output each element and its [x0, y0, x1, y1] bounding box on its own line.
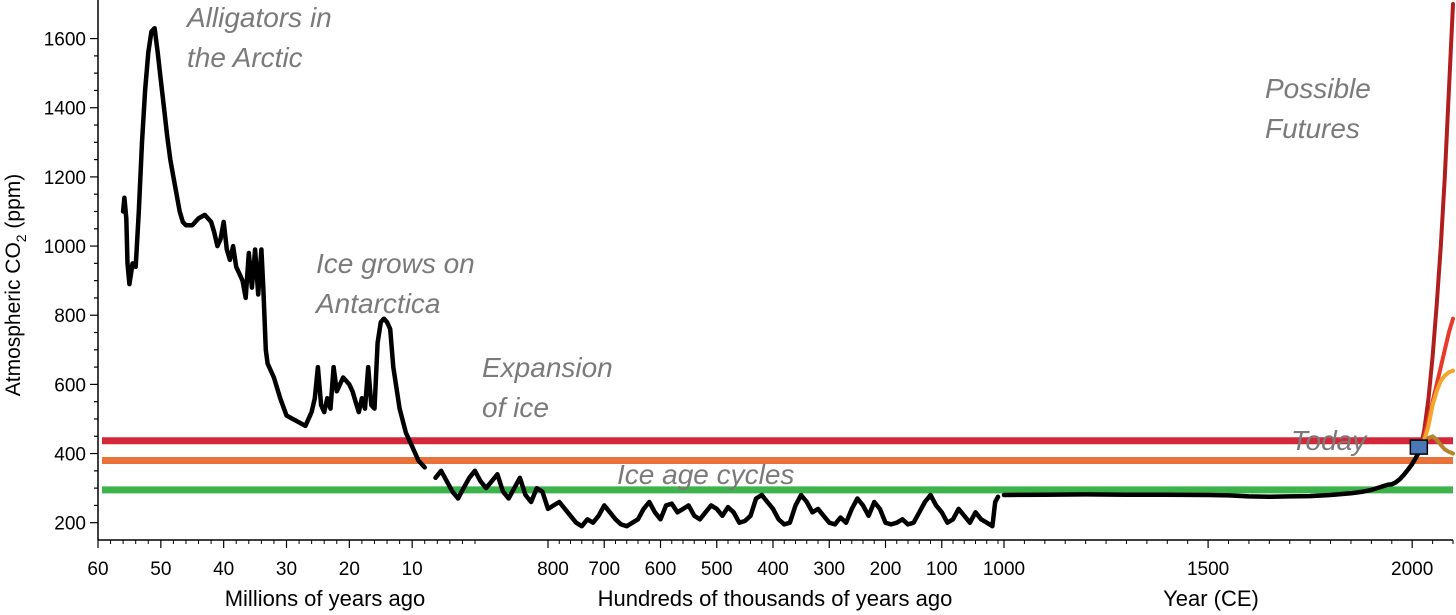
annotation-3: Expansion of ice [482, 352, 613, 423]
x-tick-label: 1500 [1187, 559, 1229, 580]
series-line-1 [120, 25, 427, 470]
y-tick-label: 400 [54, 445, 86, 466]
x-tick-label: 20 [339, 559, 360, 580]
x-tick-label: 60 [87, 559, 108, 580]
axes: 200 400 600 800 1000 1200 1400 1600 60 50 40 30 20 10… [44, 0, 1454, 611]
y-tick-label: 1200 [44, 168, 86, 189]
annotation-5: Today [1291, 425, 1368, 456]
annotation-2: Ice grows on Antarctica [314, 248, 475, 319]
reference-lines [102, 437, 1453, 494]
x-axis-label-1: Millions of years ago [225, 586, 426, 611]
annotations: Alligators in the Arctic Ice grows on Antar… [185, 2, 1371, 490]
x-axis-label-2: Hundreds of thousands of years ago [598, 586, 953, 611]
y-tick-label: 1000 [44, 237, 86, 258]
today-marker [1409, 439, 1429, 455]
series-line-5 [1418, 316, 1455, 452]
x-tick-label: 500 [701, 559, 733, 580]
y-axis-label: Atmospheric CO2 (ppm) [2, 174, 29, 397]
x-tick-label: 800 [537, 559, 569, 580]
y-tick-label: 200 [54, 514, 86, 535]
x-tick-label: 50 [150, 559, 171, 580]
x-tick-label: 1000 [983, 559, 1025, 580]
x-tick-label: 40 [213, 559, 234, 580]
x-axis-label-3: Year (CE) [1163, 586, 1259, 611]
series-line-2 [433, 468, 1001, 529]
y-tick-label: 1600 [44, 30, 86, 51]
y-tick-label: 800 [54, 306, 86, 327]
annotation-6: Possible Futures [1265, 73, 1371, 144]
x-tick-label: 10 [402, 559, 423, 580]
x-tick-label: 600 [645, 559, 677, 580]
x-tick-label: 100 [926, 559, 958, 580]
series-line-6 [1418, 368, 1455, 452]
y-tick-label: 1400 [44, 99, 86, 120]
series-line-4 [1418, 2, 1455, 452]
annotation-4: Ice age cycles [617, 459, 794, 490]
x-tick-label: 30 [276, 559, 297, 580]
y-tick-label: 600 [54, 375, 86, 396]
series-line-3 [1001, 447, 1423, 500]
x-tick-label: 700 [588, 559, 620, 580]
x-tick-label: 300 [813, 559, 845, 580]
x-tick-label: 400 [757, 559, 789, 580]
x-tick-label: 2000 [1391, 559, 1433, 580]
data-series [120, 2, 1455, 529]
x-tick-label: 200 [870, 559, 902, 580]
annotation-1: Alligators in the Arctic [185, 2, 332, 73]
